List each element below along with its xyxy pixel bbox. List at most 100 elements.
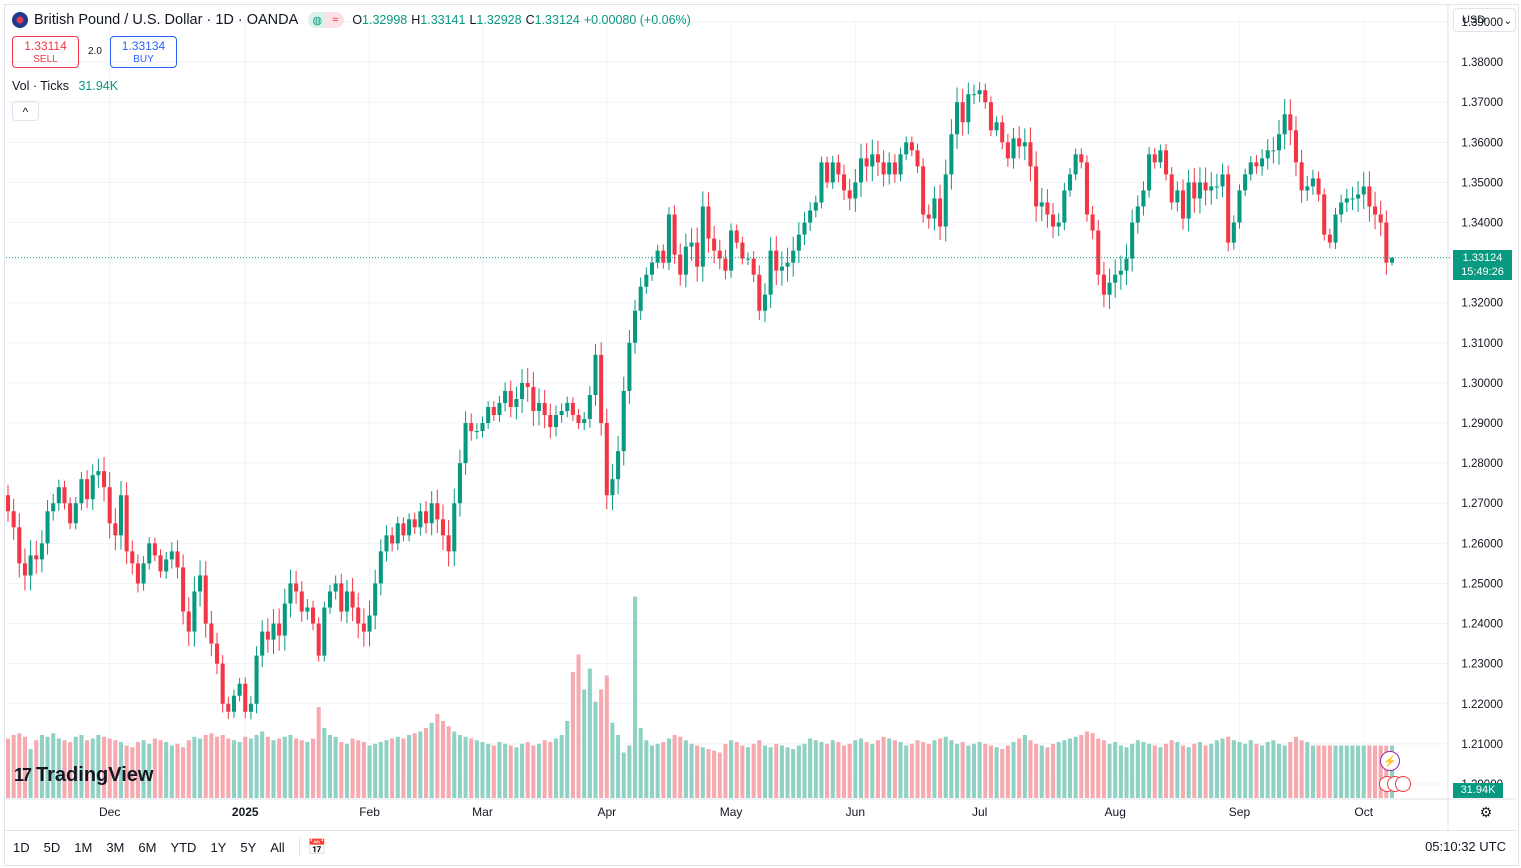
candle[interactable] bbox=[51, 493, 56, 521]
candle[interactable] bbox=[836, 154, 841, 183]
candle[interactable] bbox=[169, 542, 174, 569]
candle[interactable] bbox=[712, 225, 717, 264]
candle[interactable] bbox=[672, 205, 677, 264]
candle[interactable] bbox=[203, 561, 208, 638]
volume-legend[interactable]: Vol · Ticks 31.94K bbox=[12, 79, 118, 93]
candle[interactable] bbox=[322, 601, 327, 662]
clock[interactable]: 05:10:32 UTC bbox=[1425, 839, 1506, 854]
candle[interactable] bbox=[587, 386, 592, 428]
candle[interactable] bbox=[1327, 228, 1332, 249]
candle[interactable] bbox=[361, 608, 366, 647]
candle[interactable] bbox=[881, 150, 886, 187]
collapse-legend-button[interactable]: ^ bbox=[12, 101, 39, 121]
candle[interactable] bbox=[1310, 169, 1315, 195]
candle[interactable] bbox=[463, 411, 468, 475]
candle[interactable] bbox=[1254, 154, 1259, 174]
candle[interactable] bbox=[474, 423, 479, 439]
candle[interactable] bbox=[599, 342, 604, 436]
candle[interactable] bbox=[898, 147, 903, 182]
candle[interactable] bbox=[565, 396, 570, 418]
candle[interactable] bbox=[1005, 133, 1010, 167]
candle[interactable] bbox=[469, 413, 474, 441]
candle[interactable] bbox=[373, 569, 378, 630]
candle[interactable] bbox=[1180, 179, 1186, 230]
candle[interactable] bbox=[638, 277, 643, 320]
candle[interactable] bbox=[305, 599, 310, 620]
data-delay-icon[interactable]: ≈ bbox=[326, 12, 345, 28]
candle[interactable] bbox=[73, 497, 78, 530]
candle[interactable] bbox=[700, 191, 705, 282]
candle[interactable] bbox=[582, 411, 587, 431]
candle[interactable] bbox=[1333, 208, 1338, 250]
candle[interactable] bbox=[294, 571, 299, 604]
candle[interactable] bbox=[96, 458, 101, 488]
candle[interactable] bbox=[356, 592, 361, 639]
candle[interactable] bbox=[542, 389, 547, 429]
candle[interactable] bbox=[1384, 210, 1389, 275]
candle[interactable] bbox=[491, 401, 496, 421]
candle[interactable] bbox=[1260, 149, 1265, 176]
range-1y[interactable]: 1Y bbox=[210, 839, 227, 855]
candle[interactable] bbox=[79, 472, 84, 511]
candle[interactable] bbox=[378, 539, 383, 596]
candle[interactable] bbox=[938, 184, 943, 241]
candle[interactable] bbox=[412, 512, 417, 535]
candle[interactable] bbox=[423, 501, 429, 534]
candle[interactable] bbox=[282, 588, 287, 651]
range-3m[interactable]: 3M bbox=[106, 839, 125, 855]
candle[interactable] bbox=[401, 517, 406, 542]
candle[interactable] bbox=[446, 520, 451, 567]
candle[interactable] bbox=[1350, 186, 1355, 211]
buy-button[interactable]: 1.33134 BUY bbox=[110, 36, 177, 68]
candle[interactable] bbox=[164, 551, 169, 579]
candle[interactable] bbox=[706, 192, 711, 253]
candle[interactable] bbox=[1135, 195, 1140, 234]
economic-events[interactable] bbox=[1379, 776, 1411, 792]
candle[interactable] bbox=[825, 156, 830, 189]
market-status-pill[interactable]: ◍ ≈ bbox=[308, 12, 345, 28]
candle[interactable] bbox=[85, 470, 90, 509]
candle[interactable] bbox=[141, 556, 146, 591]
lightning-icon[interactable]: ⚡ bbox=[1380, 751, 1400, 771]
candle[interactable] bbox=[813, 195, 818, 218]
candle[interactable] bbox=[853, 168, 858, 212]
candle[interactable] bbox=[486, 401, 491, 429]
candle[interactable] bbox=[497, 396, 502, 422]
range-1d[interactable]: 1D bbox=[13, 839, 30, 855]
candle[interactable] bbox=[779, 251, 784, 286]
tradingview-logo[interactable]: 17 TradingView bbox=[14, 764, 153, 787]
market-open-icon[interactable]: ◍ bbox=[308, 12, 327, 28]
candle[interactable] bbox=[977, 82, 982, 103]
candle[interactable] bbox=[1056, 213, 1061, 236]
candle[interactable] bbox=[864, 143, 869, 182]
sell-button[interactable]: 1.33114 SELL bbox=[12, 36, 79, 68]
candle[interactable] bbox=[689, 228, 694, 261]
candle[interactable] bbox=[1113, 259, 1118, 298]
candle[interactable] bbox=[1067, 168, 1073, 197]
candle[interactable] bbox=[1209, 172, 1214, 205]
candle[interactable] bbox=[1096, 219, 1101, 286]
candle[interactable] bbox=[1339, 194, 1344, 223]
candle[interactable] bbox=[11, 498, 16, 540]
candle[interactable] bbox=[1271, 137, 1276, 164]
candle[interactable] bbox=[1322, 188, 1327, 241]
candle[interactable] bbox=[983, 83, 988, 109]
candle[interactable] bbox=[209, 610, 214, 657]
candle[interactable] bbox=[802, 212, 807, 245]
candle[interactable] bbox=[616, 436, 621, 495]
candle[interactable] bbox=[1373, 191, 1378, 230]
candle[interactable] bbox=[644, 267, 649, 295]
candle[interactable] bbox=[723, 249, 728, 280]
candle[interactable] bbox=[1051, 203, 1056, 238]
candle[interactable] bbox=[45, 499, 50, 555]
candle[interactable] bbox=[1158, 144, 1163, 169]
candle[interactable] bbox=[130, 540, 135, 575]
range-all[interactable]: All bbox=[270, 839, 285, 855]
candle[interactable] bbox=[683, 233, 688, 288]
candle[interactable] bbox=[192, 576, 197, 647]
candle[interactable] bbox=[299, 581, 304, 622]
candle[interactable] bbox=[68, 497, 73, 530]
candle[interactable] bbox=[740, 236, 745, 265]
candle[interactable] bbox=[621, 376, 626, 466]
candle[interactable] bbox=[277, 608, 282, 651]
